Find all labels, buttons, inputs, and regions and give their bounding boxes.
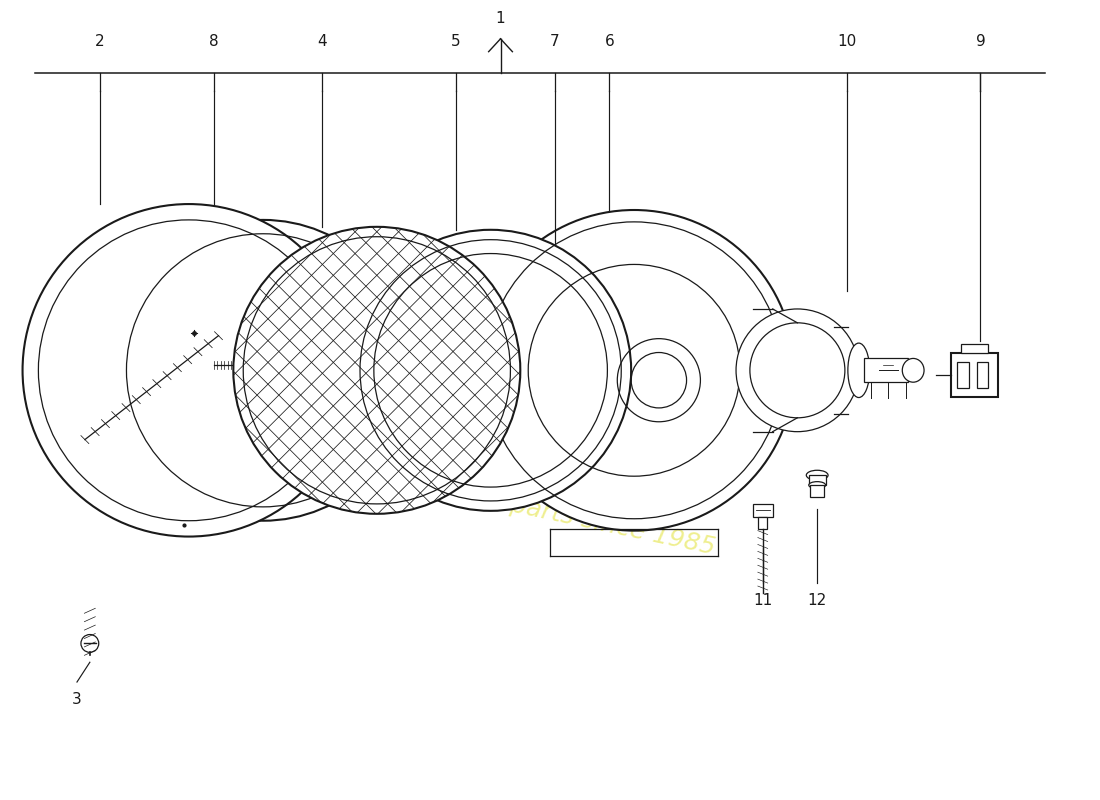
Ellipse shape: [808, 482, 826, 489]
Text: 2: 2: [95, 34, 104, 49]
Bar: [864, 358, 909, 382]
Bar: [752, 504, 772, 517]
Bar: [977, 362, 989, 388]
Text: 11: 11: [754, 593, 772, 608]
Text: 3: 3: [73, 692, 81, 707]
Text: 8: 8: [209, 34, 219, 49]
Bar: [758, 517, 767, 529]
Text: 9: 9: [976, 34, 986, 49]
Text: 7: 7: [550, 34, 560, 49]
Ellipse shape: [806, 470, 828, 480]
Bar: [957, 362, 969, 388]
Text: a passion for parts since 1985: a passion for parts since 1985: [343, 458, 717, 560]
Circle shape: [474, 210, 794, 530]
Text: 6: 6: [605, 34, 614, 49]
Circle shape: [112, 220, 414, 521]
Bar: [960, 343, 989, 354]
Bar: [808, 475, 826, 485]
Circle shape: [233, 227, 520, 514]
Ellipse shape: [902, 358, 924, 382]
Text: 10: 10: [837, 34, 857, 49]
Bar: [811, 485, 824, 497]
Circle shape: [736, 309, 859, 432]
Text: 5: 5: [451, 34, 461, 49]
Circle shape: [350, 230, 631, 511]
Text: 1: 1: [496, 11, 505, 26]
Bar: [950, 354, 999, 397]
Text: 12: 12: [807, 593, 827, 608]
Text: 4: 4: [318, 34, 327, 49]
Text: EUROSPARES: EUROSPARES: [352, 366, 748, 473]
Ellipse shape: [848, 343, 870, 398]
Circle shape: [23, 204, 355, 537]
